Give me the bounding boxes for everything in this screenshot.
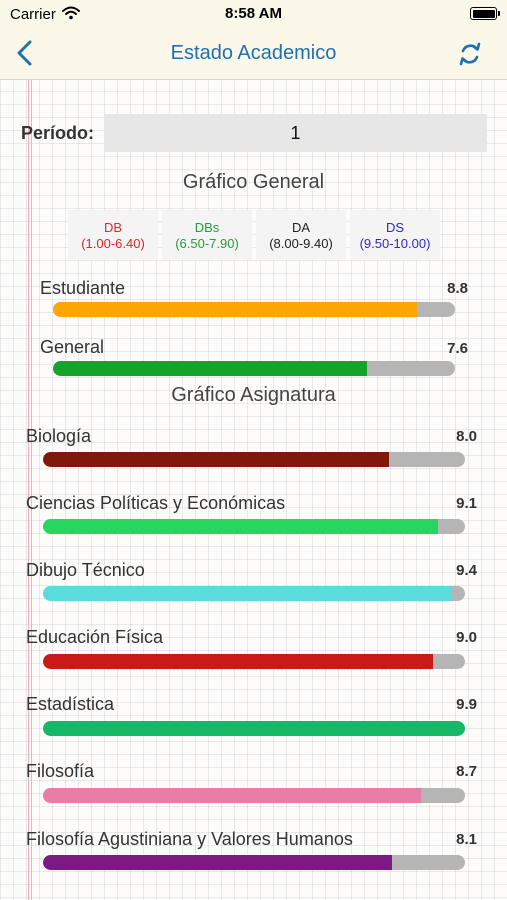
subject-chart-title: Gráfico Asignatura (171, 384, 336, 406)
subject-bar-fill (43, 654, 434, 669)
subject-bar-label: Filosofía Agustiniana y Valores Humanos (26, 829, 353, 849)
legend-item-ds: DS (9.50-10.00) (350, 210, 440, 260)
general-bar-track (53, 361, 455, 376)
subject-bar-label: Biología (26, 426, 92, 446)
refresh-button[interactable] (455, 39, 485, 69)
subject-bar-fill (43, 586, 452, 601)
legend-item-dbs: DBs (6.50-7.90) (162, 210, 252, 260)
general-bar-value: 8.8 (447, 280, 468, 297)
subject-bar-label: Filosofía (26, 761, 95, 781)
battery-icon (470, 7, 497, 20)
notebook-margin-line (28, 80, 29, 900)
period-label: Período: (21, 123, 95, 143)
legend-code: DB (103, 220, 123, 235)
legend-code: DBs (194, 220, 220, 235)
notebook-margin-line (31, 80, 32, 900)
legend-code: DS (385, 220, 405, 235)
general-bar-fill (53, 302, 417, 317)
general-bar-value: 7.6 (447, 340, 468, 357)
legend-range: (1.00-6.40) (81, 236, 145, 251)
legend-code: DA (291, 220, 311, 235)
legend-range: (8.00-9.40) (269, 236, 333, 251)
subject-bar-track (43, 855, 465, 870)
status-time: 8:58 AM (225, 5, 282, 22)
subject-bar-track (43, 788, 465, 803)
back-button[interactable] (10, 37, 42, 69)
page-title: Estado Academico (170, 42, 337, 64)
legend-range: (9.50-10.00) (359, 236, 431, 251)
general-bar-label: General (40, 337, 105, 357)
subject-bar-label: Dibujo Técnico (26, 560, 145, 580)
general-bar-fill (53, 361, 367, 376)
subject-bar-fill (43, 452, 390, 467)
general-bar-label: Estudiante (40, 278, 126, 298)
subject-bar-fill (43, 855, 392, 870)
subject-bar-value: 8.1 (456, 831, 477, 848)
subject-bar-track (43, 452, 465, 467)
subject-bar-fill (43, 788, 422, 803)
carrier-label: Carrier (10, 6, 56, 23)
subject-bar-value: 8.0 (456, 428, 477, 445)
general-bar-track (53, 302, 455, 317)
subject-bar-value: 9.0 (456, 629, 477, 646)
subject-bar-fill (43, 519, 439, 534)
subject-bar-value: 9.4 (456, 562, 477, 579)
subject-bar-label: Estadística (26, 694, 115, 714)
subject-bar-track (43, 721, 465, 736)
navigation-bar: Estado Academico (0, 28, 507, 80)
subject-bar-value: 9.1 (456, 495, 477, 512)
refresh-icon (459, 42, 481, 66)
subject-bar-track (43, 586, 465, 601)
period-selector[interactable] (104, 114, 487, 152)
legend-item-db: DB (1.00-6.40) (68, 210, 158, 260)
status-bar: Carrier 8:58 AM (0, 0, 507, 28)
subject-bar-value: 8.7 (456, 763, 477, 780)
legend-item-da: DA (8.00-9.40) (256, 210, 346, 260)
subject-bar-fill (43, 721, 465, 736)
subject-bar-value: 9.9 (456, 696, 477, 713)
chevron-left-icon (17, 40, 32, 66)
battery-tip (498, 11, 500, 16)
general-chart-title: Gráfico General (182, 171, 325, 193)
subject-bar-track (43, 654, 465, 669)
legend-range: (6.50-7.90) (175, 236, 239, 251)
subject-bar-label: Ciencias Políticas y Económicas (26, 493, 286, 513)
subject-bar-label: Educación Física (26, 627, 164, 647)
wifi-icon (62, 6, 80, 24)
subject-bar-track (43, 519, 465, 534)
